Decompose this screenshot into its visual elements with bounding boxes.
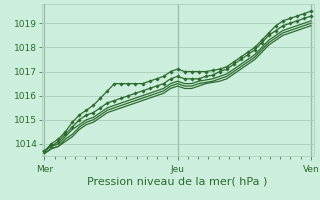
X-axis label: Pression niveau de la mer( hPa ): Pression niveau de la mer( hPa ) — [87, 177, 268, 187]
